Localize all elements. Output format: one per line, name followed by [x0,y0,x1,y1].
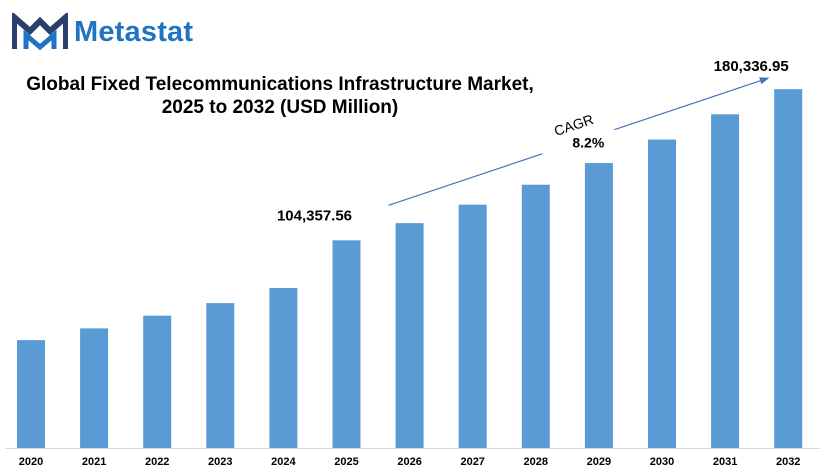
bar-2020 [17,340,45,448]
metastat-logo-icon [12,13,68,51]
bar-2021 [80,328,109,448]
x-tick-label-2028: 2028 [524,456,548,468]
x-tick-label-2024: 2024 [271,456,296,468]
brand-logo: Metastat [12,12,193,52]
x-tick-label-2027: 2027 [460,456,484,468]
data-label-2032: 180,336.95 [714,58,789,75]
brand-name: Metastat [74,15,194,48]
x-tick-label-2032: 2032 [776,456,800,468]
bar-2022 [143,315,172,448]
bar-2026 [395,223,424,448]
chart-title: Global Fixed Telecommunications Infrastr… [0,73,560,119]
bar-2024 [269,288,298,448]
bar-2023 [206,303,235,448]
bar-2031 [711,114,740,448]
x-tick-label-2026: 2026 [397,456,421,468]
x-tick-label-2031: 2031 [713,456,737,468]
x-tick-label-2030: 2030 [650,456,674,468]
chart-title-line-2: 2025 to 2032 (USD Million) [161,97,399,118]
cagr-arrow [614,77,770,131]
x-tick-label-2029: 2029 [587,456,611,468]
bar-2029 [584,163,613,449]
bar-2030 [648,139,676,449]
bar-2028 [521,184,550,448]
cagr-arrow-left-segment [388,153,543,206]
bar-2027 [458,204,487,448]
x-tick-label-2025: 2025 [334,456,358,468]
data-label-2025: 104,357.56 [277,207,352,224]
bar-2032 [774,89,803,449]
x-tick-label-2022: 2022 [145,456,169,468]
cagr-value: 8.2% [572,135,604,151]
x-tick-label-2020: 2020 [19,456,43,468]
bar-2025 [332,240,361,448]
chart-title-line-1: Global Fixed Telecommunications Infrastr… [26,74,534,95]
x-tick-label-2021: 2021 [82,456,106,468]
x-tick-label-2023: 2023 [208,456,232,468]
